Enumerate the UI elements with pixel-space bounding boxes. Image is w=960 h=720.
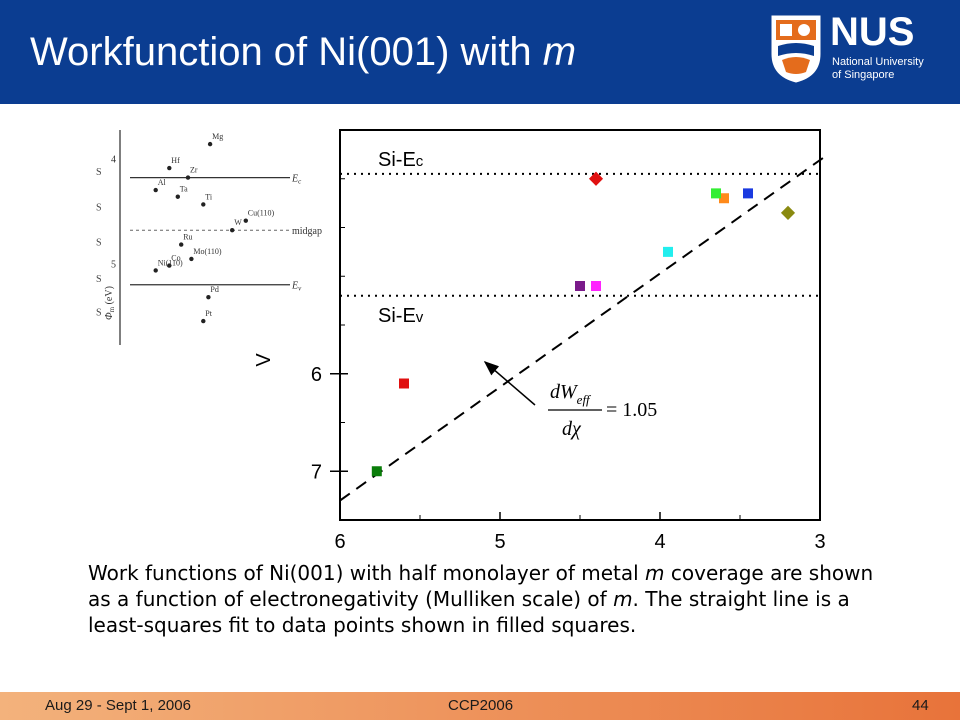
inset-data-point (175, 194, 180, 199)
x-tick-label: 4 (654, 531, 665, 553)
inset-data-point (185, 175, 191, 180)
inset-side-tick: S (96, 274, 102, 285)
data-point-square (663, 246, 673, 257)
slope-denominator: dχ (562, 418, 582, 440)
footer-conference: CCP2006 (448, 697, 514, 714)
inset-point-label: Ti (205, 192, 213, 201)
inset-ev-main: E (291, 281, 298, 292)
inset-point-label: Ru (183, 233, 192, 242)
reference-line-label: Si-Ec (378, 149, 424, 171)
inset-y-label-unit: (eV) (104, 286, 115, 307)
inset-point-label: Pd (210, 285, 218, 294)
inset-point-label: W (234, 218, 242, 227)
inset-point-label: Cu(110) (248, 209, 275, 218)
inset-ec-main: E (291, 174, 298, 185)
inset-y-label-sub: m (108, 306, 116, 312)
caption-var-2: m (613, 587, 633, 611)
inset-y-label-main: Φ (104, 312, 115, 320)
inset-ec-sub: c (298, 178, 302, 186)
inset-ec-label: Ec (291, 174, 302, 186)
inset-data-point (189, 256, 194, 262)
data-point-diamond (588, 171, 604, 186)
logo-wordmark: NUS (830, 10, 915, 54)
data-point-square (743, 188, 753, 199)
inset-point-label: Mo(110) (193, 247, 221, 256)
inset-data-point (153, 187, 158, 193)
inset-side-tick: S (96, 167, 102, 178)
inset-point-label: Ni(110) (158, 258, 183, 267)
footer-bar: Aug 29 - Sept 1, 2006 CCP2006 44 (0, 692, 960, 720)
inset-point-label: Ta (180, 185, 188, 194)
x-tick-label: 3 (814, 531, 825, 553)
reference-label-sub: c (416, 153, 424, 170)
data-point-square (575, 281, 585, 291)
inset-data-point (167, 165, 172, 171)
caption-text-3: . The straight line is a least-squares f… (88, 587, 850, 637)
inset-point-label: Zr (190, 166, 198, 175)
inset-data-point (153, 268, 158, 273)
inset-y-tick-label: 5 (111, 260, 116, 271)
y-tick-label: 7 (311, 461, 322, 483)
data-point-square (371, 466, 382, 477)
inset-data-point (243, 218, 248, 223)
reference-label-sub: v (416, 309, 424, 326)
slope-numerator: dWeff (550, 381, 592, 407)
data-point-square (591, 281, 601, 291)
slope-numerator-sub: eff (577, 392, 592, 407)
slope-value: = 1.05 (606, 399, 657, 421)
inset-data-point (206, 294, 211, 300)
inset-data-point (201, 318, 206, 324)
inset-side-tick: S (96, 308, 102, 319)
data-point-diamond (780, 205, 796, 220)
inset-midgap-label: midgap (292, 226, 322, 237)
caption-text-2: coverage are shown as a function of elec… (88, 561, 874, 611)
title-text: Workfunction of Ni(001) with (30, 30, 543, 74)
inset-y-tick-label: 4 (111, 154, 116, 165)
inset-point-label: Al (158, 178, 167, 187)
x-tick-label: 5 (494, 531, 505, 553)
inset-data-point (207, 141, 213, 147)
reference-label-main: Si-E (378, 149, 416, 171)
inset-data-point (167, 263, 172, 268)
x-tick-label: 6 (334, 531, 345, 553)
data-point-square (719, 193, 729, 204)
data-point-square (711, 188, 721, 199)
inset-data-point (230, 228, 235, 233)
slide-title: Workfunction of Ni(001) with m (30, 30, 576, 75)
y-axis-label-fragment: V (253, 353, 275, 367)
data-point-square (399, 378, 409, 389)
page-number: 44 (912, 697, 929, 714)
caption-text-1: Work functions of Ni(001) with half mono… (88, 561, 646, 585)
inset-ev-sub: v (298, 285, 302, 293)
figure-caption: Work functions of Ni(001) with half mono… (88, 560, 898, 638)
logo-subtitle-line2: of Singapore (832, 69, 895, 81)
slope-numerator-main: dW (550, 381, 579, 403)
inset-point-label: Mg (212, 132, 223, 141)
annotation-arrow (483, 361, 536, 406)
inset-y-label: Φm (eV) (104, 286, 116, 320)
inset-point-label: Pt (205, 309, 212, 318)
inset-ev-label: Ev (291, 281, 302, 293)
inset-data-point (179, 242, 184, 247)
logo-subtitle-line1: National University (832, 56, 924, 68)
y-tick-label: 6 (311, 364, 322, 386)
title-variable: m (542, 30, 577, 74)
inset-point-label: Hf (171, 156, 180, 165)
inset-side-tick: S (96, 238, 102, 249)
inset-data-point (201, 202, 206, 207)
footer-date: Aug 29 - Sept 1, 2006 (45, 697, 191, 714)
caption-var-1: m (645, 561, 665, 585)
fit-line (339, 153, 829, 502)
nus-logo: NUS National University of Singapore (770, 10, 950, 94)
reference-label-main: Si-E (378, 305, 416, 327)
nus-crest-icon (771, 15, 821, 83)
reference-line-label: Si-Ev (378, 305, 424, 327)
title-bar: Workfunction of Ni(001) with m NUS Natio… (0, 0, 960, 104)
inset-point-label: Co (171, 254, 180, 263)
inset-side-tick: S (96, 202, 102, 213)
